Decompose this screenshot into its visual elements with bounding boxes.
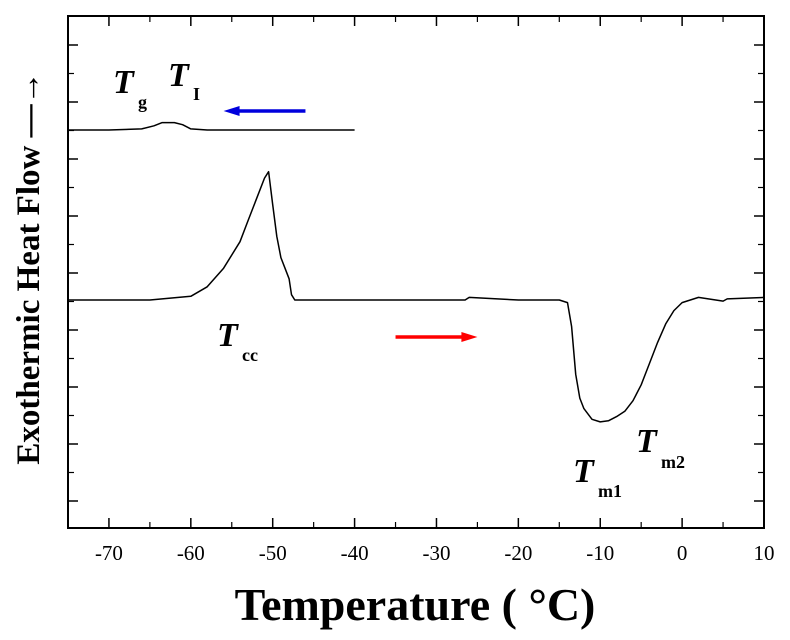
- annotation-tg: T g: [113, 64, 147, 112]
- x-tick-label: -60: [177, 541, 205, 565]
- x-tick-label: -40: [341, 541, 369, 565]
- series-group: [68, 121, 765, 423]
- annotation-tcc: T cc: [217, 317, 258, 365]
- x-tick-labels: -70 -60 -50 -40 -30 -20 -10 0 10: [95, 541, 775, 565]
- x-tick-label: -70: [95, 541, 123, 565]
- x-tick-label: 0: [677, 541, 688, 565]
- annotation-tm2-sub: m2: [661, 452, 685, 472]
- plot-frame: [67, 15, 765, 529]
- x-tick-label: -50: [259, 541, 287, 565]
- x-axis-label: Temperature ( °C): [235, 579, 596, 630]
- cooling-arrowhead: [223, 106, 240, 116]
- annotation-tm1: T m1: [573, 453, 622, 501]
- annotation-tm1-sub: m1: [598, 481, 622, 501]
- annotation-tm2-main: T: [636, 423, 658, 460]
- annotation-ti-sub: I: [193, 84, 200, 104]
- axis-ticks: [67, 16, 765, 528]
- annotation-tcc-main: T: [217, 317, 239, 354]
- x-tick-label: 10: [754, 541, 775, 565]
- annotation-ti: T I: [168, 57, 200, 104]
- x-tick-label: -30: [422, 541, 450, 565]
- heating-trace: [68, 170, 765, 423]
- annotation-tcc-sub: cc: [242, 345, 258, 365]
- heating-arrowhead: [461, 332, 478, 342]
- y-axis-label: Exothermic Heat Flow —→: [11, 71, 47, 464]
- x-tick-label: -20: [504, 541, 532, 565]
- annotation-tm1-main: T: [573, 453, 595, 490]
- annotation-tg-main: T: [113, 64, 135, 101]
- cooling-trace: [68, 121, 355, 131]
- annotation-ti-main: T: [168, 57, 190, 94]
- arrows-group: [223, 106, 478, 342]
- x-tick-label: -10: [586, 541, 614, 565]
- annotation-tg-sub: g: [138, 92, 147, 112]
- annotation-tm2: T m2: [636, 423, 685, 472]
